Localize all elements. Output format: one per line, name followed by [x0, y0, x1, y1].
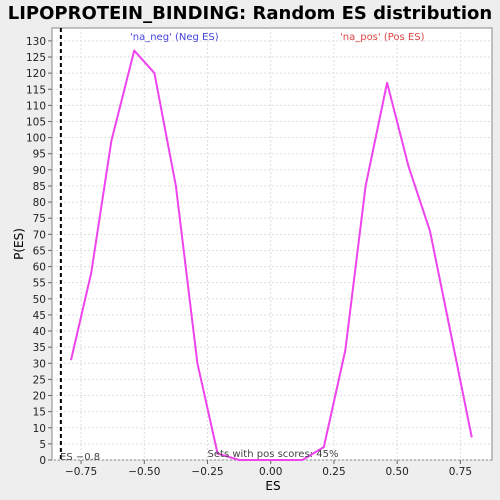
y-tick-label: 130	[26, 36, 46, 48]
y-axis-label: P(ES)	[12, 228, 26, 260]
x-tick-label: 0.75	[449, 466, 472, 478]
y-tick-label: 75	[33, 213, 46, 225]
series-line	[70, 49, 473, 461]
x-tick-label: 0.50	[385, 466, 408, 478]
y-tick-label: 115	[26, 84, 46, 96]
y-tick-label: 40	[33, 326, 46, 338]
y-tick-label: 45	[33, 310, 46, 322]
y-tick-label: 35	[33, 342, 46, 354]
y-tick-label: 0	[39, 455, 46, 467]
y-tick-label: 105	[26, 116, 46, 128]
x-tick-label: 0.25	[322, 466, 345, 478]
y-tick-label: 60	[33, 262, 46, 274]
y-tick-label: 50	[33, 294, 46, 306]
x-tick-label: −0.25	[191, 466, 223, 478]
y-tick-label: 55	[33, 278, 46, 290]
y-tick-label: 80	[33, 197, 46, 209]
y-tick-label: 110	[26, 100, 46, 112]
y-tick-label: 10	[33, 423, 46, 435]
y-tick-label: 20	[33, 391, 46, 403]
pos-es-annotation: 'na_pos' (Pos ES)	[340, 32, 425, 43]
neg-es-annotation: 'na_neg' (Neg ES)	[130, 32, 219, 43]
y-tick-label: 90	[33, 165, 46, 177]
chart-title: LIPOPROTEIN_BINDING: Random ES distribut…	[8, 3, 492, 24]
es-line-label: ES −0.8	[60, 452, 100, 463]
x-tick-label: −0.50	[128, 466, 160, 478]
y-tick-label: 30	[33, 358, 46, 370]
plot-area	[51, 27, 493, 461]
y-tick-label: 120	[26, 68, 46, 80]
y-tick-label: 70	[33, 229, 46, 241]
x-axis-label: ES	[265, 479, 280, 493]
grid	[52, 28, 492, 461]
y-tick-label: 100	[26, 133, 46, 145]
y-tick-label: 125	[26, 52, 46, 64]
y-tick-label: 15	[33, 407, 46, 419]
y-tick-label: 5	[39, 439, 46, 451]
pos-scores-annotation: Sets with pos scores: 45%	[208, 449, 339, 460]
x-tick-label: −0.75	[65, 466, 97, 478]
x-tick-label: 0.00	[259, 466, 282, 478]
y-tick-label: 95	[33, 149, 46, 161]
y-tick-label: 85	[33, 181, 46, 193]
axis-ticks: 0 5 10 15 20 25 30 35 40 45 50 55 60 65 70 75 80 85 90 95 10…	[26, 36, 472, 478]
y-tick-label: 65	[33, 245, 46, 257]
data-marks	[59, 28, 473, 461]
y-tick-label: 25	[33, 374, 46, 386]
